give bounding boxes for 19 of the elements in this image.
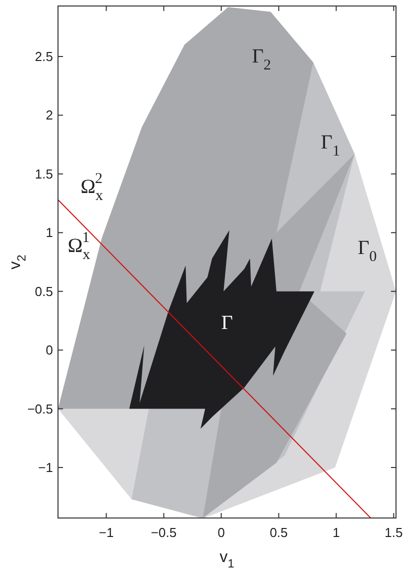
y-tick-label: 0: [46, 342, 53, 358]
y-tick-label: −1: [38, 460, 53, 476]
y-tick-label: 2: [46, 108, 53, 123]
x-tick-label: 1.5: [384, 525, 403, 540]
x-tick-label: 1: [332, 525, 340, 540]
y-tick-label: 1.5: [34, 166, 53, 182]
y-tick-label: −0.5: [27, 401, 53, 416]
annotation: Γ$_{0}$: [358, 236, 377, 265]
x-tick-label: −0.5: [150, 525, 177, 540]
annotation: Γ$_{2}$: [252, 45, 272, 74]
annotation: Γ$_{1}$: [320, 131, 340, 160]
y-tick-label: 0.5: [34, 284, 53, 299]
annotation: Γ: [221, 312, 233, 334]
y-tick-label: 1: [46, 225, 53, 240]
x-tick-label: 0.5: [270, 525, 288, 540]
x-axis-title: v$_{1}$: [220, 549, 235, 569]
x-tick-label: −1: [98, 525, 114, 540]
x-tick-label: 0: [218, 525, 225, 540]
y-tick-label: 2.5: [34, 48, 53, 64]
